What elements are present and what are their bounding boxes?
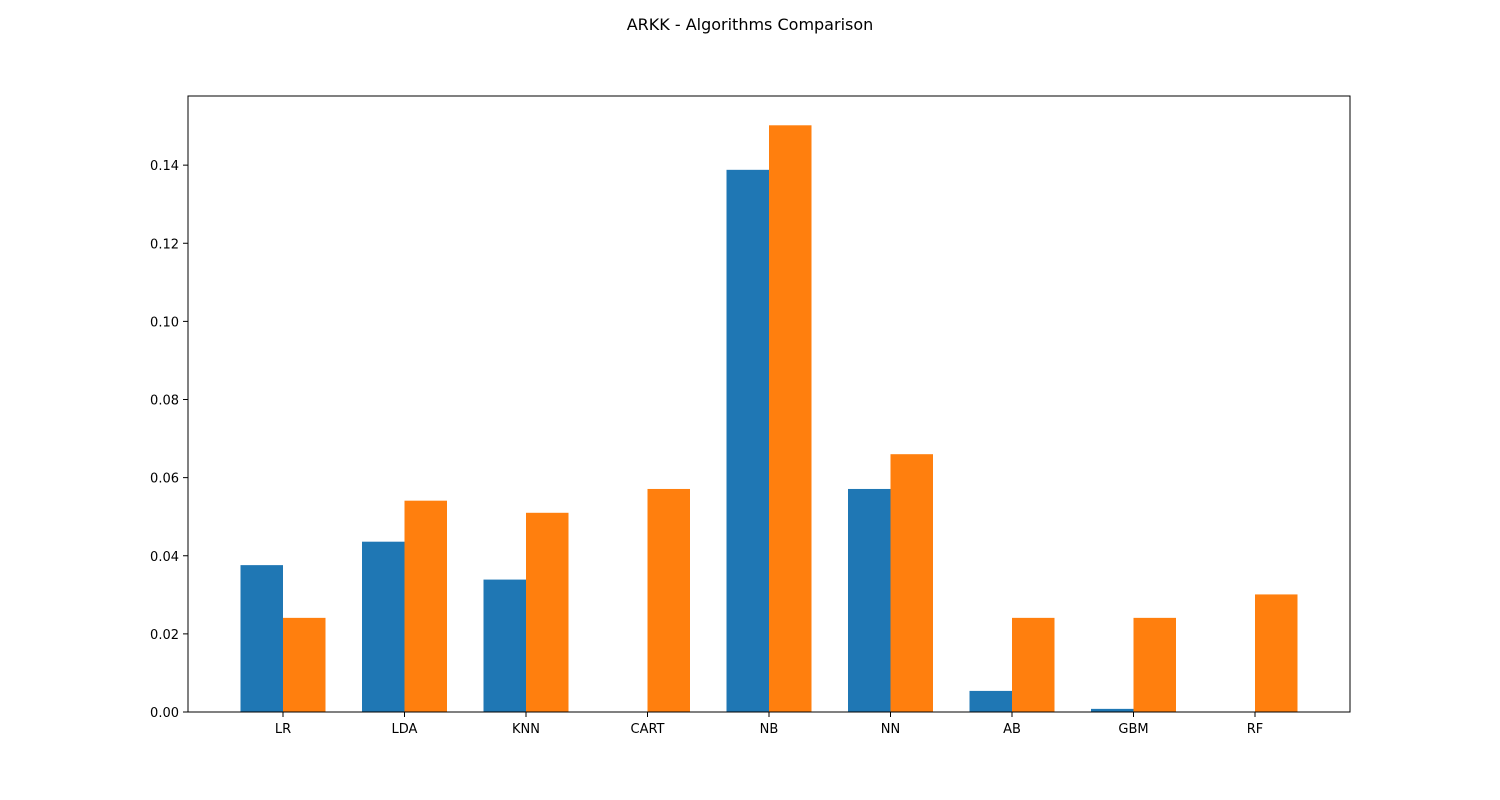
bar-series1-gbm	[1091, 708, 1134, 712]
y-tick-label: 0.04	[150, 550, 179, 565]
bar-series2-rf	[1255, 594, 1298, 712]
x-tick-label: KNN	[512, 722, 540, 737]
x-tick-label: GBM	[1118, 722, 1148, 737]
bar-series2-knn	[526, 512, 569, 712]
axes-layer: LR LDA KNN CART NB NN AB GBM RF 0.00 0.02 0.04 0.06 0…	[150, 159, 1263, 737]
y-tick-label: 0.08	[150, 394, 179, 409]
x-tick-label: LR	[275, 722, 291, 737]
bar-series1-nb	[726, 169, 769, 713]
bar-series2-nn	[890, 454, 933, 712]
chart-title: ARKK - Algorithms Comparison	[627, 15, 874, 34]
y-tick-label: 0.00	[150, 706, 179, 721]
x-tick-label: AB	[1003, 722, 1021, 737]
y-tick-label: 0.02	[150, 628, 179, 643]
bar-series2-cart	[647, 488, 690, 712]
bar-series2-lr	[283, 617, 326, 712]
bar-series1-knn	[483, 579, 526, 712]
y-tick-label: 0.12	[150, 237, 179, 252]
bar-series2-lda	[404, 500, 447, 712]
y-tick-label: 0.10	[150, 315, 179, 330]
x-tick-label: RF	[1247, 722, 1264, 737]
bar-series1-nn	[848, 488, 891, 712]
bar-series2-nb	[769, 125, 812, 712]
bar-series1-lr	[240, 565, 283, 712]
x-tick-label: LDA	[392, 722, 418, 737]
bar-series1-ab	[969, 690, 1012, 712]
plot-frame	[187, 95, 1351, 713]
bars-layer	[240, 125, 1298, 713]
bar-series1-lda	[362, 541, 405, 712]
x-tick-label: CART	[631, 722, 665, 737]
bar-series2-ab	[1012, 617, 1055, 712]
y-tick-label: 0.14	[150, 159, 179, 174]
x-tick-label: NB	[760, 722, 779, 737]
y-tick-label: 0.06	[150, 472, 179, 487]
x-tick-label: NN	[881, 722, 900, 737]
bar-series2-gbm	[1133, 617, 1176, 712]
